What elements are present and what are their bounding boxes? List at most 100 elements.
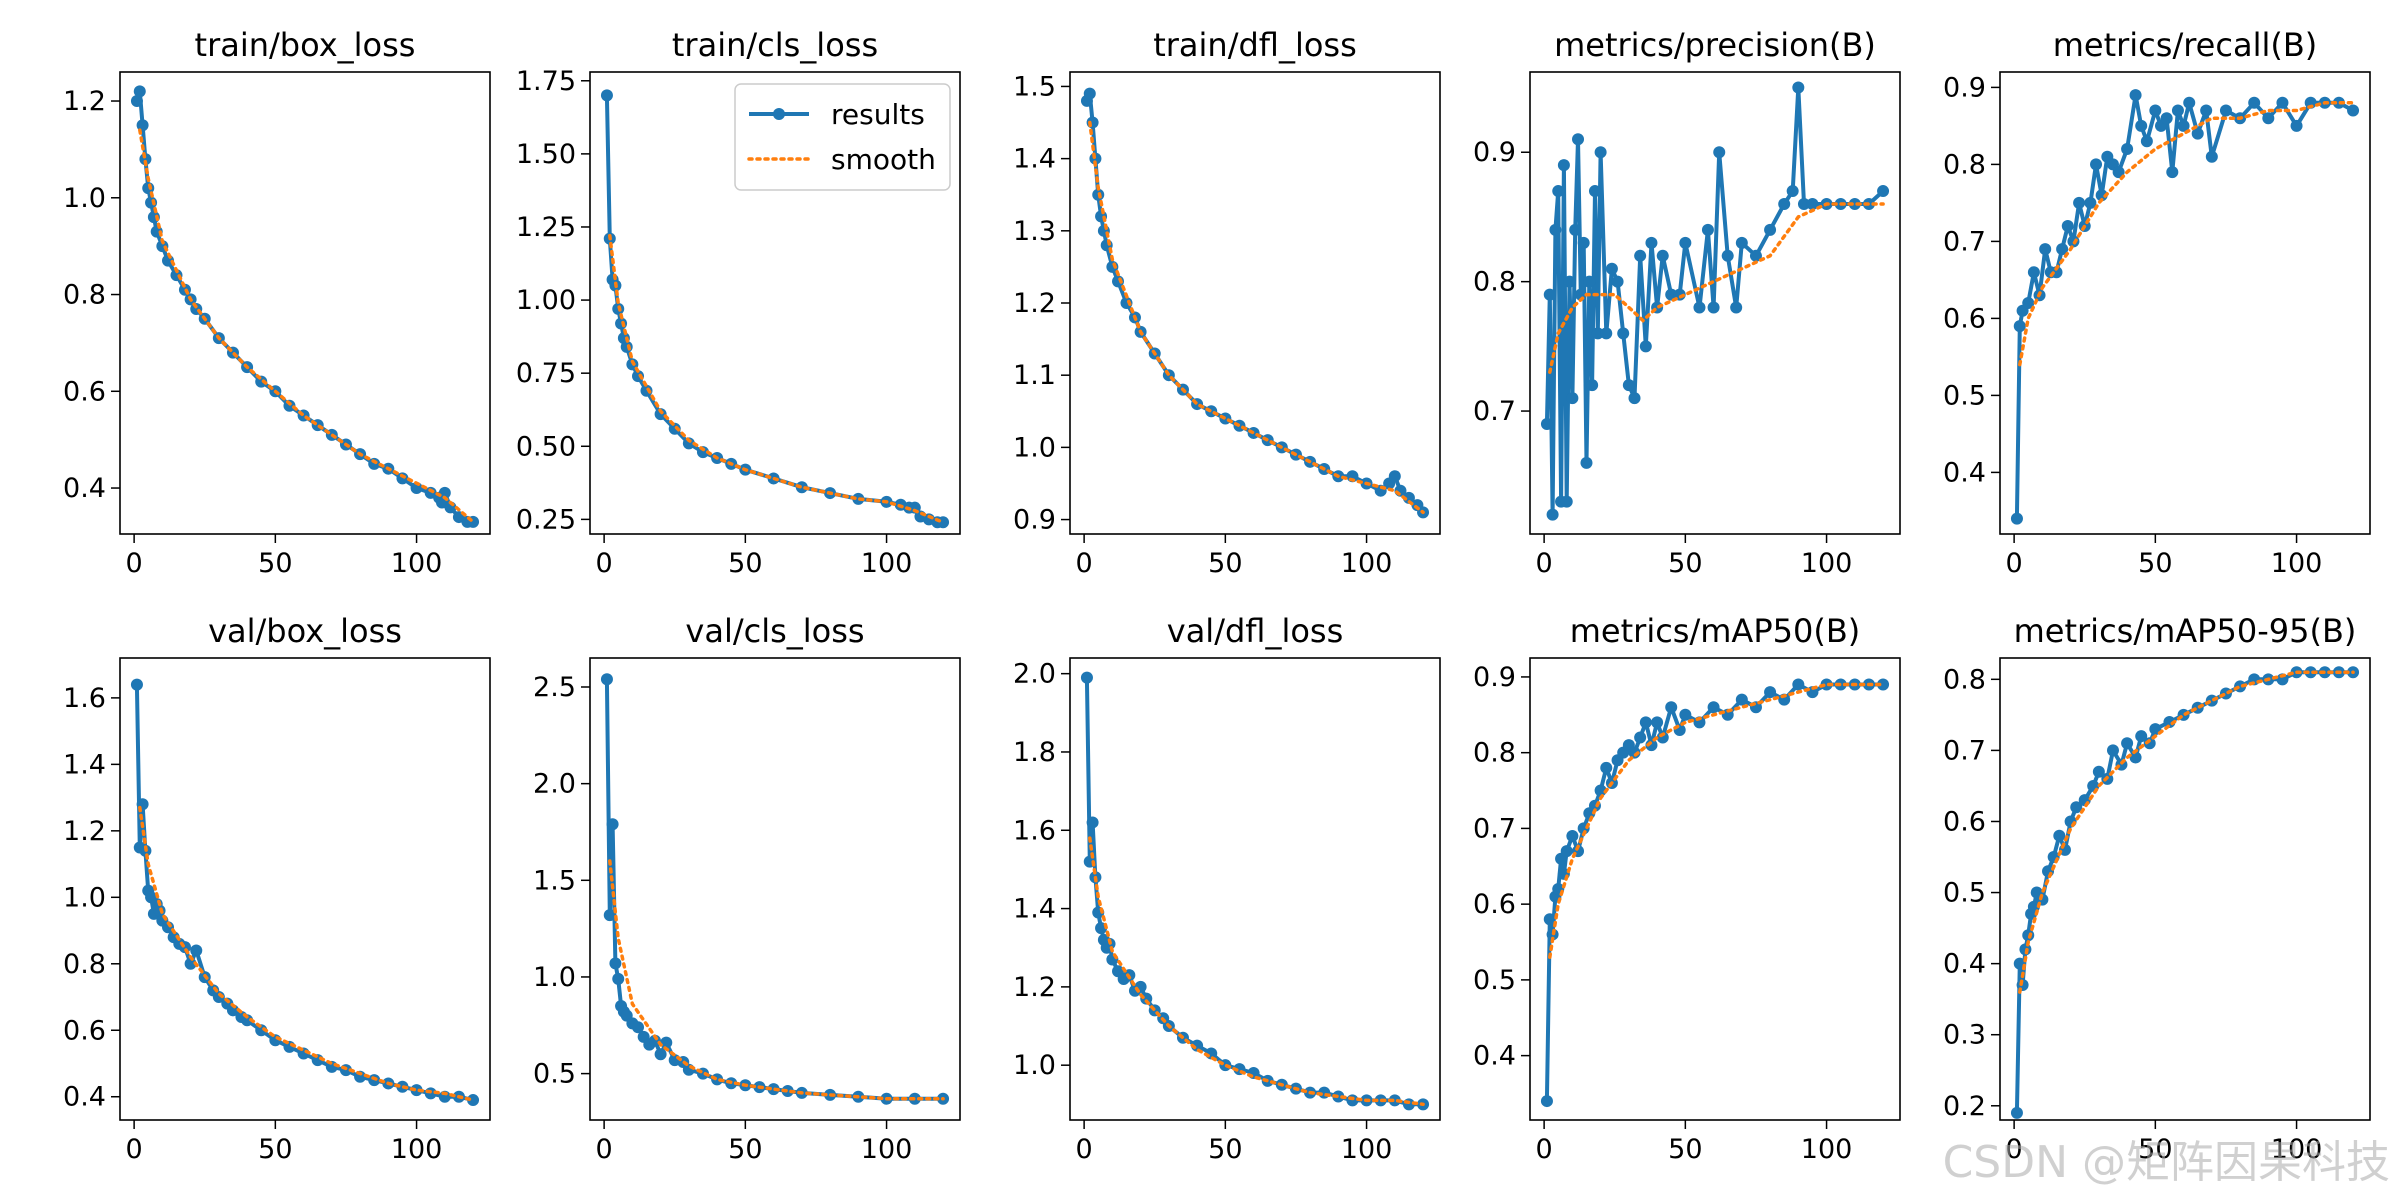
y-tick-label: 0.4 [1473,1041,1516,1072]
results-point [1628,392,1641,405]
x-tick-label: 100 [1801,1134,1853,1165]
results-point [1560,495,1573,508]
results-point [438,486,451,499]
subplot-8: val/dfl_loss 0 50 100 1.0 1.2 1.4 1.6 1.8 2.0 [1013,612,1441,1165]
subplot-title: val/dfl_loss [1167,612,1344,650]
results-point [1566,392,1579,405]
axes-frame [1529,657,1901,1121]
plot-area [1540,81,1890,521]
results-point [606,818,619,831]
results-point [1735,693,1748,706]
axes-frame [119,657,491,1121]
results-point [2248,96,2261,109]
smooth-line [138,805,475,1102]
results-point [2276,96,2289,109]
results-point [2183,96,2196,109]
subplot-title: train/dfl_loss [1153,26,1357,64]
results-point [1645,236,1658,249]
results-point [1764,686,1777,699]
results-point [1735,236,1748,249]
subplot-1: train/box_loss 0 50 100 0.4 0.6 0.8 1.0 1.2 [63,26,491,579]
results-point [1749,249,1762,262]
results-point [1569,223,1582,236]
axes-frame [589,657,961,1121]
plot-area [130,678,480,1107]
results-point [1797,198,1810,210]
results-point [2106,744,2119,757]
results-point [2039,243,2052,256]
y-tick-label: 0.50 [516,431,576,462]
results-point [396,472,409,485]
axes-frame [1999,657,2371,1121]
results-point [1622,379,1635,392]
smooth-line [2018,101,2355,367]
results-point [2121,737,2134,750]
y-tick-label: 1.8 [1013,737,1056,768]
y-tick-label: 1.25 [516,212,576,243]
results-point [1778,198,1791,210]
smooth-line [608,233,945,525]
y-tick-label: 0.8 [63,280,106,311]
results-point [2290,119,2303,132]
results-point [1693,301,1706,314]
results-point [2135,730,2148,743]
results-point [612,972,625,985]
results-point [133,85,146,98]
y-tick-label: 1.6 [63,683,106,714]
results-line [1544,682,1884,1102]
results-point [1572,133,1585,146]
x-tick-label: 0 [2006,548,2023,579]
results-point [1665,701,1678,714]
y-tick-label: 0.9 [1943,72,1986,103]
y-tick-label: 1.50 [516,139,576,170]
legend-results-label: results [831,98,925,131]
results-point [2219,687,2232,700]
y-tick-label: 0.5 [1943,380,1986,411]
results-line [2014,93,2355,519]
results-point [467,1094,480,1107]
results-point [1546,508,1559,521]
results-point [1083,87,1096,100]
legend-results-marker [773,108,785,120]
y-tick-label: 1.0 [1013,1050,1056,1081]
results-point [654,1048,667,1061]
results-point [1665,288,1678,301]
results-point [190,944,203,957]
results-point [2160,112,2173,125]
y-tick-label: 1.4 [63,749,106,780]
results-point [1080,671,1093,684]
x-tick-label: 100 [2271,1134,2323,1165]
x-tick-label: 100 [861,548,913,579]
subplot-7: val/cls_loss 0 50 100 0.5 1.0 1.5 2.0 2.5 [533,612,961,1165]
results-point [600,89,613,102]
results-point [2205,694,2218,707]
subplot-title: val/cls_loss [685,612,864,650]
results-point [2219,104,2232,117]
results-point [603,909,616,922]
y-tick-label: 0.8 [63,949,106,980]
results-point [2112,166,2125,179]
results-point [2166,166,2179,179]
y-tick-label: 0.7 [1943,226,1986,257]
results-line [2014,670,2354,1113]
results-point [1721,249,1734,262]
y-tick-label: 0.8 [1943,664,1986,695]
results-point [1679,236,1692,249]
results-point [1402,491,1415,504]
results-point [1580,456,1593,469]
y-tick-label: 0.9 [1473,662,1516,693]
results-point [2013,320,2026,333]
results-point [2177,119,2190,132]
y-tick-label: 0.75 [516,358,576,389]
y-tick-label: 1.2 [1013,972,1056,1003]
results-point [2140,135,2153,148]
x-tick-label: 50 [728,548,762,579]
results-point [1707,301,1720,314]
results-point [1577,236,1590,249]
results-point [795,481,808,494]
results-point [640,384,653,397]
y-tick-label: 0.5 [1473,965,1516,996]
results-point [1639,716,1652,729]
results-point [660,1036,673,1049]
smooth-line [1088,120,1425,515]
